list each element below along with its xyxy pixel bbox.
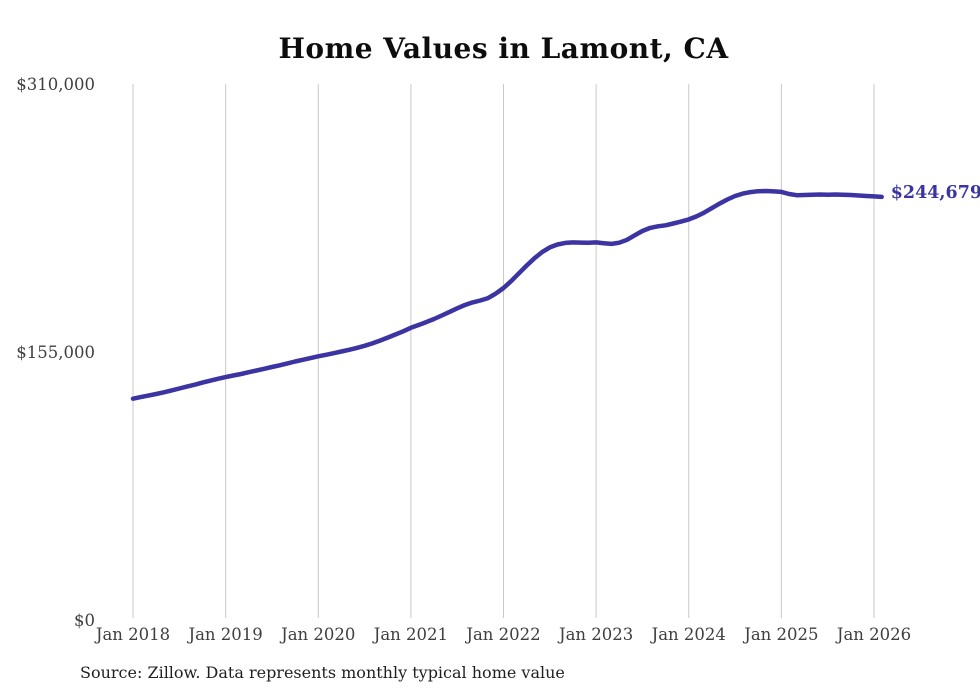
x-tick-label: Jan 2023 — [557, 625, 633, 644]
x-tick-label: Jan 2025 — [742, 625, 818, 644]
x-tick-label: Jan 2019 — [186, 625, 262, 644]
x-tick-label: Jan 2020 — [279, 625, 355, 644]
y-tick-label: $155,000 — [16, 343, 95, 362]
y-tick-label: $310,000 — [16, 75, 95, 94]
x-tick-label: Jan 2018 — [94, 625, 170, 644]
end-value-label: $244,679 — [891, 183, 980, 203]
source-note: Source: Zillow. Data represents monthly … — [80, 663, 565, 682]
x-tick-label: Jan 2022 — [464, 625, 540, 644]
x-tick-label: Jan 2026 — [835, 625, 911, 644]
x-tick-label: Jan 2024 — [650, 625, 726, 644]
value-line — [130, 188, 884, 401]
x-tick-label: Jan 2021 — [372, 625, 448, 644]
chart-title: Home Values in Lamont, CA — [278, 32, 729, 65]
y-tick-label: $0 — [74, 611, 95, 630]
